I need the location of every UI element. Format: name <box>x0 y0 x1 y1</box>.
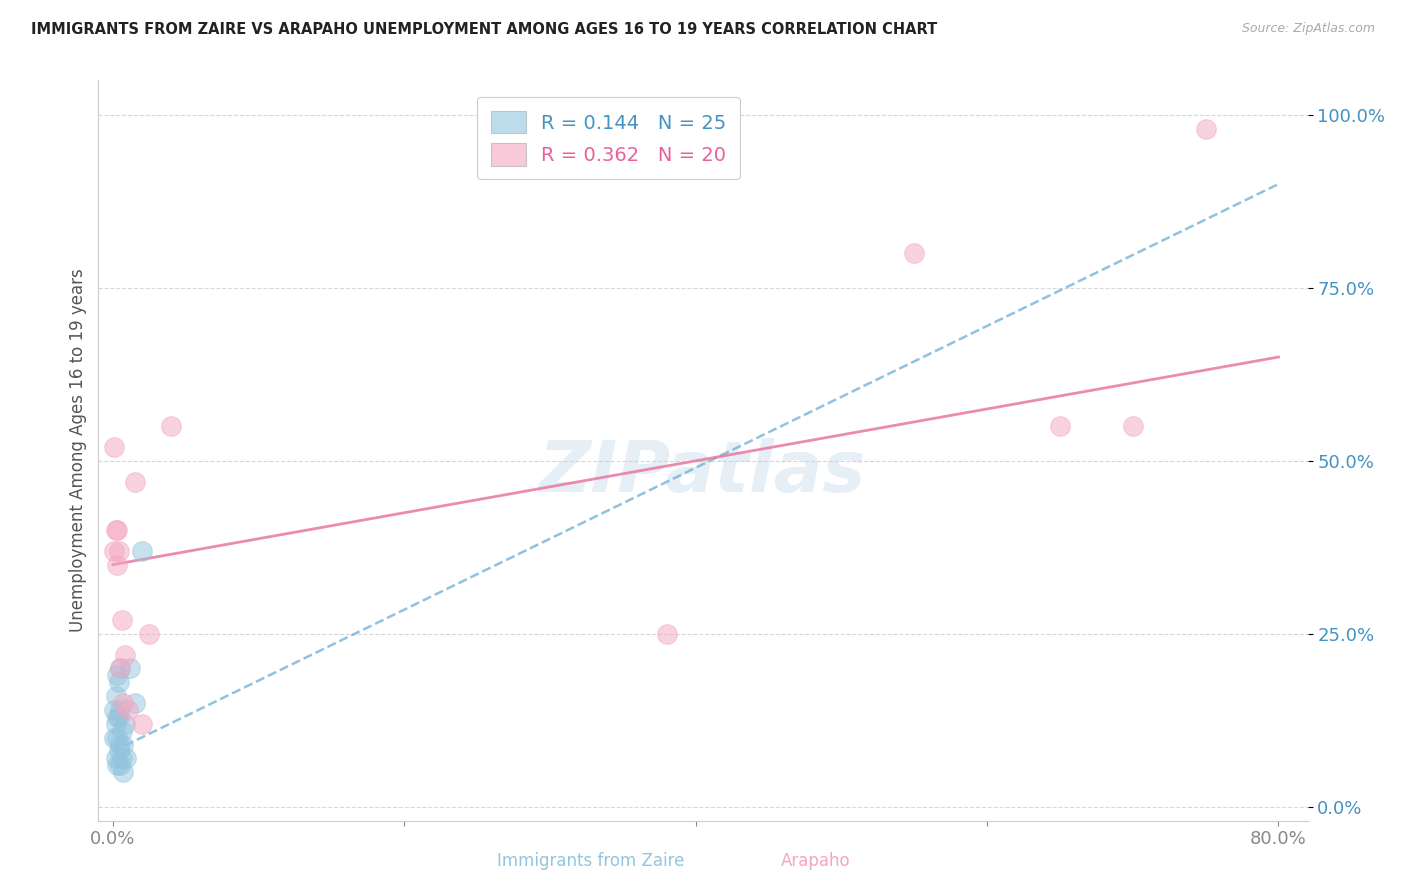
Point <box>103 703 125 717</box>
Legend: R = 0.144   N = 25, R = 0.362   N = 20: R = 0.144 N = 25, R = 0.362 N = 20 <box>477 97 740 179</box>
Text: IMMIGRANTS FROM ZAIRE VS ARAPAHO UNEMPLOYMENT AMONG AGES 16 TO 19 YEARS CORRELAT: IMMIGRANTS FROM ZAIRE VS ARAPAHO UNEMPLO… <box>31 22 938 37</box>
Point <box>105 710 128 724</box>
Point <box>108 543 131 558</box>
Point <box>103 543 125 558</box>
Point <box>104 523 127 537</box>
Point <box>114 648 136 662</box>
Point <box>105 668 128 682</box>
Point <box>120 661 142 675</box>
Point <box>655 627 678 641</box>
Point <box>103 440 125 454</box>
Y-axis label: Unemployment Among Ages 16 to 19 years: Unemployment Among Ages 16 to 19 years <box>69 268 87 632</box>
Point <box>114 716 136 731</box>
Point <box>111 751 134 765</box>
Point <box>105 523 128 537</box>
Point <box>110 661 132 675</box>
Point <box>110 758 132 772</box>
Point <box>105 558 128 572</box>
Point <box>117 703 139 717</box>
Point <box>104 751 127 765</box>
Point <box>108 710 131 724</box>
Text: ZIPatlas: ZIPatlas <box>540 438 866 508</box>
Point <box>160 419 183 434</box>
Point <box>111 723 134 738</box>
Point <box>1194 121 1216 136</box>
Point <box>112 696 135 710</box>
Point <box>1122 419 1144 434</box>
Point <box>115 751 138 765</box>
Point <box>131 716 153 731</box>
Point <box>124 475 146 489</box>
Point <box>111 613 134 627</box>
Point <box>108 675 131 690</box>
Point <box>110 661 132 675</box>
Text: Source: ZipAtlas.com: Source: ZipAtlas.com <box>1241 22 1375 36</box>
Point <box>112 738 135 752</box>
Point <box>105 731 128 745</box>
Point <box>1049 419 1071 434</box>
Point <box>124 696 146 710</box>
Point <box>110 738 132 752</box>
Point <box>104 716 127 731</box>
Point <box>903 246 925 260</box>
Point <box>104 689 127 703</box>
Point <box>110 703 132 717</box>
Point <box>112 765 135 780</box>
Point <box>108 744 131 758</box>
Point <box>103 731 125 745</box>
Text: Immigrants from Zaire: Immigrants from Zaire <box>496 852 685 870</box>
Text: Arapaho: Arapaho <box>780 852 851 870</box>
Point <box>138 627 160 641</box>
Point <box>131 543 153 558</box>
Point <box>105 758 128 772</box>
